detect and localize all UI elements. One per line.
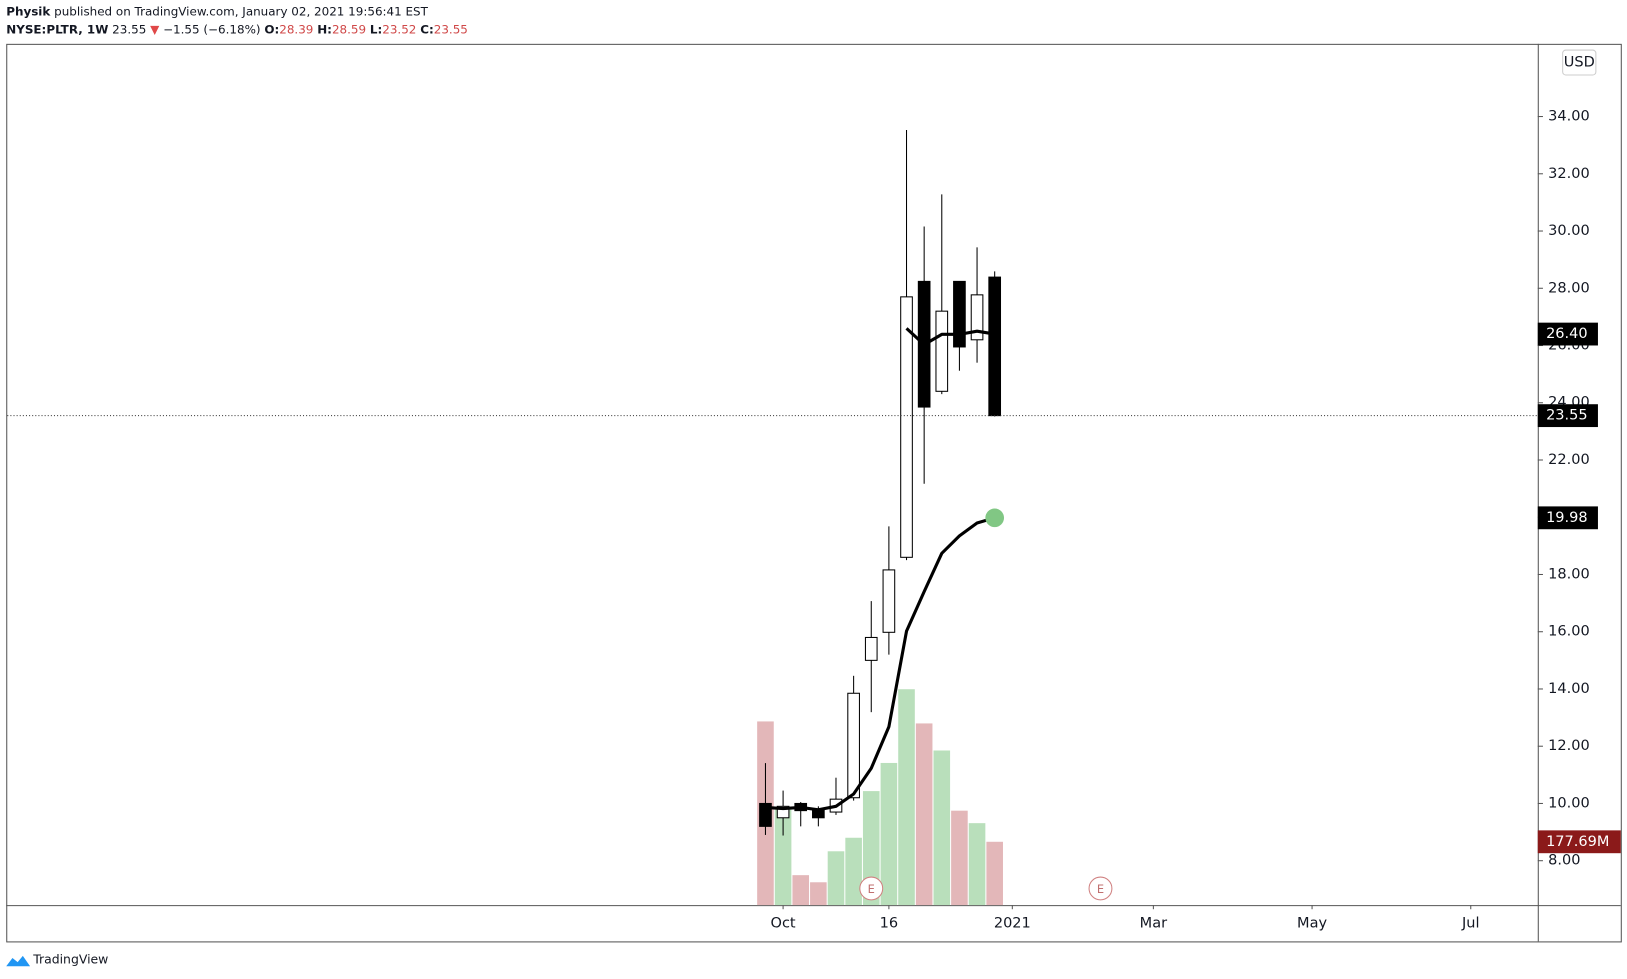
c: 23.55 — [434, 22, 468, 36]
y-tick-label: 16.00 — [1548, 624, 1590, 640]
candle-body — [953, 280, 966, 348]
y-tick-label: 12.00 — [1548, 738, 1590, 754]
o-label: O: — [264, 22, 279, 36]
h: 28.59 — [332, 22, 366, 36]
volume-tag-label: 177.69M — [1546, 834, 1609, 850]
volume-tag — [1537, 830, 1621, 854]
currency[interactable]: USD — [1564, 55, 1595, 71]
volume-bar — [880, 762, 898, 906]
candle-body — [988, 276, 1002, 417]
candle-body — [900, 296, 913, 558]
currency-box[interactable] — [1562, 49, 1597, 76]
ma-line — [905, 327, 995, 347]
frame — [6, 43, 1622, 943]
volume-bar — [845, 837, 862, 906]
candle-body — [776, 805, 790, 819]
change: −1.55 (−6.18%) — [163, 22, 260, 36]
volume-bar — [774, 809, 792, 906]
author: Physik — [6, 4, 51, 18]
ma-line — [765, 516, 996, 812]
event-marker[interactable] — [859, 876, 884, 901]
event-label: E — [1097, 882, 1104, 896]
y-tick-label: 30.00 — [1548, 223, 1590, 239]
x-tick-label: 2021 — [994, 916, 1031, 932]
y-tick-label: 34.00 — [1548, 109, 1590, 125]
l: 23.52 — [382, 22, 416, 36]
y-tick-label: 22.00 — [1548, 452, 1590, 468]
volume-bar — [810, 882, 827, 906]
volume-bar — [951, 810, 968, 906]
symbol: NYSE:PLTR, 1W — [6, 22, 108, 36]
x-tick-label: Oct — [771, 916, 796, 932]
candle-body — [970, 294, 984, 341]
price-tag-label: 26.40 — [1546, 326, 1588, 342]
volume-bar — [862, 791, 880, 906]
y-tick-label: 28.00 — [1548, 280, 1590, 296]
candle-body — [759, 802, 772, 827]
logo-icon — [6, 955, 31, 967]
event-label: E — [868, 882, 875, 896]
price-tag — [1537, 322, 1598, 346]
published: published on TradingView.com, January 02… — [54, 4, 428, 18]
y-tick-label: 14.00 — [1548, 681, 1590, 697]
candle-body — [935, 310, 949, 392]
price-tag — [1537, 506, 1598, 530]
candle-body — [864, 636, 878, 661]
y-tick-label: 8.00 — [1548, 853, 1580, 869]
c-label: C: — [420, 22, 434, 36]
volume-bar — [933, 750, 951, 906]
h-label: H: — [317, 22, 332, 36]
y-tick-label: 18.00 — [1548, 566, 1590, 582]
event-marker[interactable] — [1088, 876, 1113, 901]
volume-bar — [986, 841, 1003, 906]
arrow: ▼ — [150, 22, 160, 36]
candle-body — [847, 692, 860, 799]
x-tick-label: Mar — [1140, 916, 1167, 932]
x-tick-label: May — [1297, 916, 1327, 932]
price-tag-label: 23.55 — [1546, 408, 1588, 424]
o: 28.39 — [279, 22, 313, 36]
last-point — [985, 508, 1005, 528]
footer-logo[interactable]: TradingView — [6, 952, 108, 967]
volume-bar — [968, 823, 986, 906]
price-tag-label: 19.98 — [1546, 510, 1588, 526]
volume-bar — [792, 875, 810, 906]
x-tick-label: Jul — [1461, 916, 1480, 932]
price-tag — [1537, 404, 1598, 428]
last: 23.55 — [112, 22, 146, 36]
volume-bar — [898, 689, 915, 906]
y-tick-label: 32.00 — [1548, 166, 1590, 182]
symbol-line: NYSE:PLTR, 1W 23.55 ▼ −1.55 (−6.18%) O:2… — [6, 22, 468, 36]
x-tick-label: 16 — [880, 916, 898, 932]
candle-body — [882, 569, 896, 633]
volume-bar — [827, 851, 845, 906]
l-label: L: — [370, 22, 382, 36]
footer[interactable]: TradingView — [32, 952, 108, 967]
volume-bar — [915, 723, 933, 906]
y-tick-label: 10.00 — [1548, 795, 1590, 811]
header-line: Physik published on TradingView.com, Jan… — [6, 4, 428, 18]
